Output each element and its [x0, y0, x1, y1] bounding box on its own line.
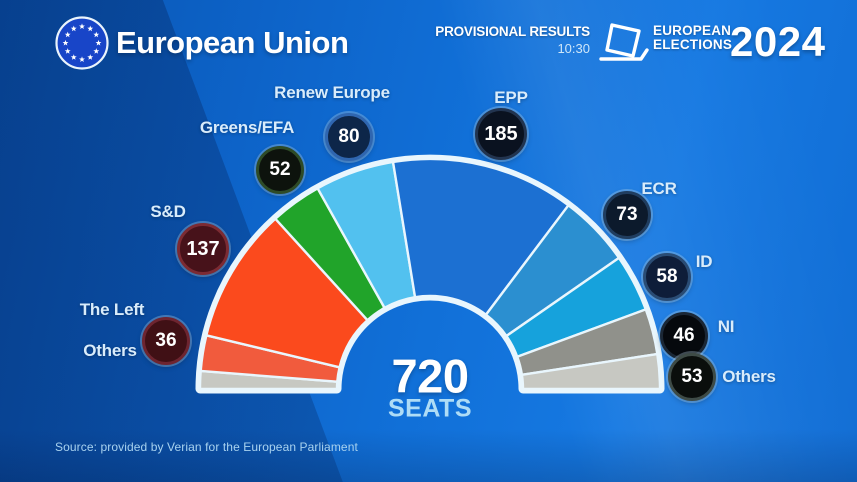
segment-others-9 — [520, 352, 662, 391]
elections-word-bottom: ELECTIONS — [653, 37, 733, 53]
seat-badge-others-right: 53 — [668, 353, 716, 401]
party-label-ecr: ECR — [641, 179, 677, 198]
eu-flag-icon — [55, 16, 109, 70]
elections-wordmark: EUROPEAN ELECTIONS — [653, 23, 733, 53]
election-year: 2024 — [730, 18, 826, 65]
seat-badge-greens-efa: 52 — [256, 146, 304, 194]
page-title: European Union — [116, 25, 349, 60]
segment-epp-5 — [391, 157, 570, 316]
seat-badge-ni: 46 — [660, 312, 708, 360]
party-label-ni: NI — [717, 317, 735, 336]
party-label-greens-efa: Greens/EFA — [199, 118, 295, 137]
party-label-the-left: The Left — [79, 300, 145, 319]
seat-badge-epp: 185 — [475, 108, 527, 160]
seat-badge-id: 58 — [643, 253, 691, 301]
total-seats-label: SEATS — [388, 394, 472, 423]
provisional-results-label: PROVISIONAL RESULTS — [435, 24, 590, 39]
party-label-epp: EPP — [494, 88, 528, 107]
party-label-id: ID — [695, 252, 713, 271]
results-time: 10:30 — [557, 41, 590, 56]
ballot-box-icon — [599, 23, 649, 61]
total-seats-value: 720 — [391, 349, 469, 403]
source-attribution: Source: provided by Verian for the Europ… — [55, 440, 358, 454]
seat-badge-the-left: 36 — [142, 317, 190, 365]
seat-badge-sd: 137 — [177, 223, 229, 275]
party-label-renew: Renew Europe — [274, 83, 390, 102]
elections-word-top: EUROPEAN — [653, 23, 732, 38]
seat-badge-ecr: 73 — [603, 191, 651, 239]
party-label-sd: S&D — [150, 202, 186, 221]
provisional-results-block: PROVISIONAL RESULTS 10:30 — [435, 24, 590, 56]
party-label-others-left: Others — [83, 341, 137, 360]
party-label-others-right: Others — [722, 367, 776, 386]
seat-badge-renew: 80 — [325, 113, 373, 161]
